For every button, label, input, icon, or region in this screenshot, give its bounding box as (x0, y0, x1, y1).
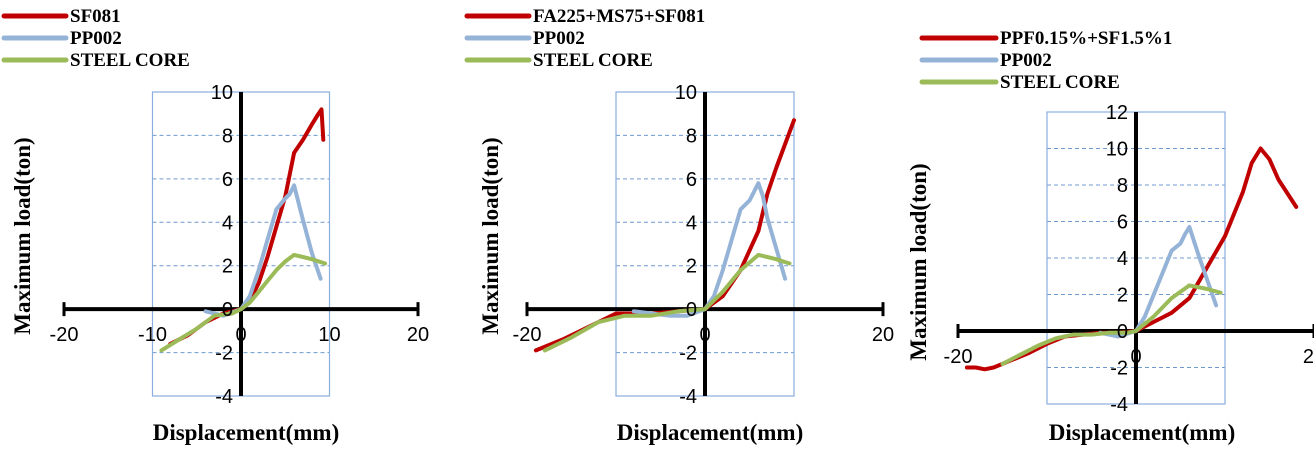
x-tick-label: 0 (699, 324, 710, 346)
y-tick-label: -4 (1110, 394, 1128, 416)
legend-label: PP002 (70, 28, 122, 49)
y-tick-label: 8 (686, 125, 697, 147)
y-tick-label: 6 (1117, 212, 1128, 234)
y-tick-label: 0 (222, 299, 233, 321)
x-tick-label: 0 (235, 324, 246, 346)
x-tick-label: -10 (138, 324, 167, 346)
x-tick-label: -20 (50, 324, 79, 346)
x-tick-label: 20 (407, 324, 429, 346)
x-axis-title: Displacement(mm) (617, 420, 804, 445)
series-line-steel-core (542, 252, 792, 353)
legend-label: PPF0.15%+SF1.5%1 (1000, 28, 1172, 49)
y-tick-label: 2 (1117, 285, 1128, 307)
y-tick-label: -4 (679, 386, 697, 408)
x-tick-label: 20 (872, 324, 894, 346)
y-axis-title: Maximum load(ton) (10, 137, 35, 334)
y-tick-label: -2 (679, 343, 697, 365)
series-line-pp002 (203, 183, 323, 318)
y-tick-label: 10 (675, 82, 697, 104)
legend-label: PP002 (533, 28, 585, 49)
y-tick-label: 10 (1106, 139, 1128, 161)
x-axis-title: Displacement(mm) (1049, 420, 1236, 445)
y-tick-label: 4 (222, 212, 233, 234)
y-tick-label: -2 (1110, 358, 1128, 380)
y-tick-label: 6 (686, 169, 697, 191)
y-tick-label: 6 (222, 169, 233, 191)
y-tick-label: 2 (686, 256, 697, 278)
legend-label: SF081 (70, 6, 121, 27)
x-tick-label: -20 (513, 324, 542, 346)
y-tick-label: 8 (222, 125, 233, 147)
legend-label: FA225+MS75+SF081 (533, 6, 705, 27)
y-tick-label: 10 (211, 82, 233, 104)
y-tick-label: 4 (686, 212, 697, 234)
legend-label: STEEL CORE (70, 50, 190, 71)
y-tick-label: 0 (686, 299, 697, 321)
y-tick-label: 4 (1117, 248, 1128, 270)
x-axis-title: Displacement(mm) (153, 420, 340, 445)
legend-label: STEEL CORE (533, 50, 653, 71)
y-axis-title: Maximum load(ton) (478, 137, 503, 334)
y-tick-label: 12 (1106, 102, 1128, 124)
legend-label: STEEL CORE (1000, 72, 1120, 93)
series-line-pp002 (631, 181, 788, 318)
y-tick-label: -4 (215, 386, 233, 408)
y-axis-title: Maximum load(ton) (906, 163, 931, 360)
x-tick-label: 20 (1303, 346, 1314, 368)
x-tick-label: -20 (944, 346, 973, 368)
y-tick-label: 0 (1117, 321, 1128, 343)
chart-3: -4-2024681012-20020Displacement(mm)Maxim… (906, 28, 1314, 445)
series-line-steel-core (1000, 283, 1223, 366)
x-tick-label: 0 (1130, 346, 1141, 368)
x-tick-label: 10 (318, 324, 340, 346)
y-tick-label: 2 (222, 256, 233, 278)
y-tick-label: 8 (1117, 175, 1128, 197)
series-line-steel-core (159, 252, 328, 353)
legend-label: PP002 (1000, 50, 1052, 71)
series-line-ppf0-15-sf1-5-1 (964, 146, 1299, 372)
y-tick-label: -2 (215, 343, 233, 365)
